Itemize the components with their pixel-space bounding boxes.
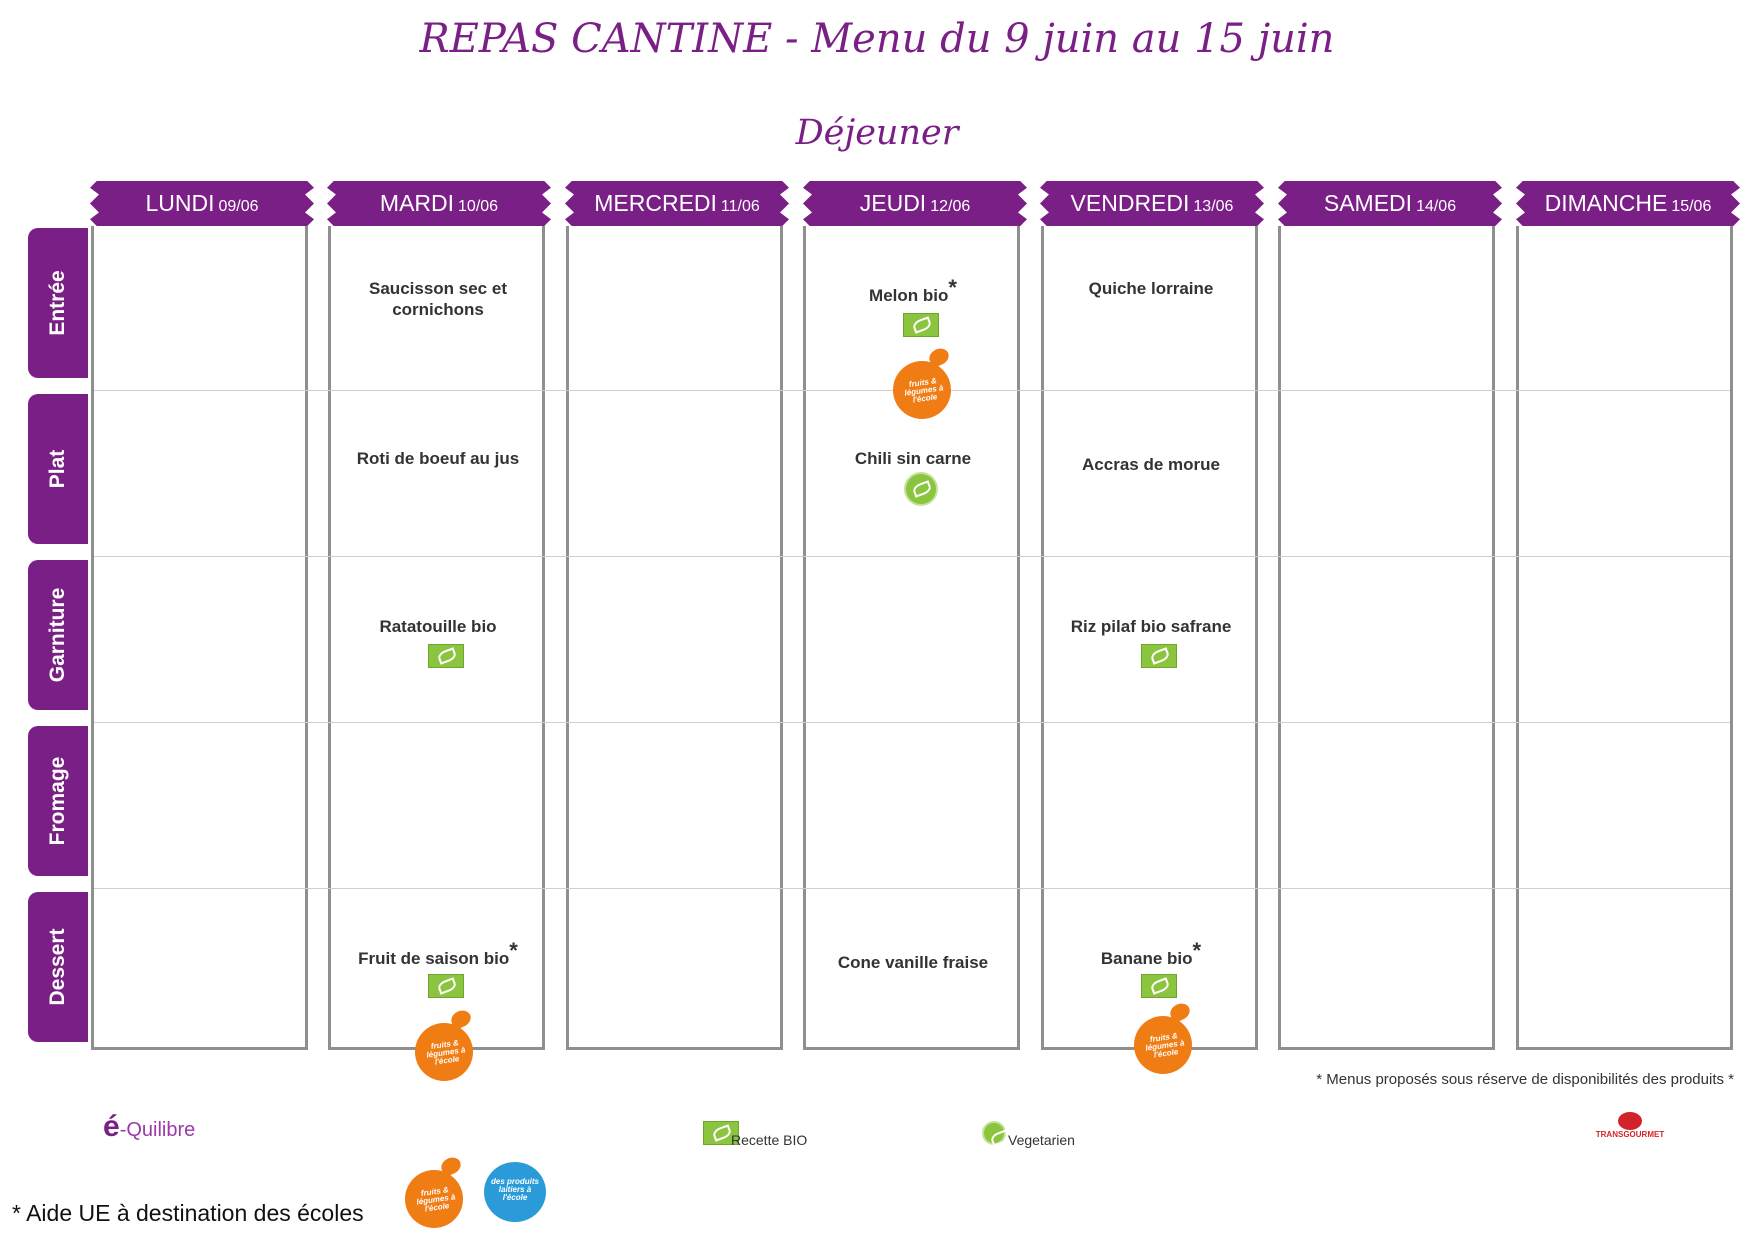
row-separator: [94, 888, 1730, 889]
day-date: 15/06: [1671, 198, 1712, 215]
dish-text: Melon bio: [869, 286, 949, 305]
day-header-mercredi: MERCREDI 11/06: [565, 181, 789, 226]
equilibre-logo: é-Quilibre: [103, 1110, 195, 1144]
dish-vendredi-plat: Accras de morue: [1082, 455, 1220, 474]
row-label-fromage: Fromage: [28, 726, 88, 876]
day-header-samedi: SAMEDI 14/06: [1278, 181, 1502, 226]
asterisk: *: [1192, 938, 1202, 963]
day-column-lundi: [91, 226, 308, 1050]
equilibre-logo-mark: é: [103, 1110, 120, 1143]
asterisk: *: [948, 275, 957, 300]
dish-mardi-entree: Saucisson sec et cornichons: [369, 279, 507, 319]
bio-leaf-icon: [428, 974, 464, 998]
day-header-vendredi: VENDREDI 13/06: [1040, 181, 1264, 226]
day-name: MARDI: [379, 190, 455, 216]
fruits-legumes-text: fruits & légumes à l'école: [425, 1038, 466, 1067]
eu-aid-note: * Aide UE à destination des écoles: [12, 1200, 364, 1226]
bio-leaf-icon: [903, 313, 939, 337]
day-date: 09/06: [218, 198, 259, 215]
equilibre-logo-text: -Quilibre: [119, 1119, 196, 1141]
row-separator: [94, 556, 1730, 557]
transgourmet-mark-icon: [1618, 1112, 1642, 1130]
legend-veg-label: Vegetarien: [1008, 1132, 1075, 1148]
day-header-jeudi: JEUDI 12/06: [803, 181, 1027, 226]
row-label-text: Dessert: [46, 928, 69, 1006]
row-label-plat: Plat: [28, 394, 88, 544]
day-column-mardi: [328, 226, 545, 1050]
fruits-legumes-text: fruits & légumes à l'école: [903, 376, 944, 405]
bio-leaf-icon: [1141, 974, 1177, 998]
day-date: 10/06: [458, 198, 499, 215]
dish-mardi-garniture: Ratatouille bio: [379, 617, 497, 636]
fruits-legumes-logo: fruits & légumes à l'école: [405, 1170, 463, 1228]
vegetarian-icon: [982, 1121, 1006, 1145]
vegetarian-icon: [904, 472, 938, 506]
row-separator: [94, 722, 1730, 723]
dish-jeudi-plat: Chili sin carne: [854, 449, 972, 468]
day-date: 11/06: [720, 198, 760, 215]
bio-leaf-icon: [428, 644, 464, 668]
dish-vendredi-garniture: Riz pilaf bio safrane: [1070, 617, 1232, 636]
day-name: VENDREDI: [1070, 190, 1190, 216]
produits-laitiers-text: des produits laitiers à l'école: [490, 1177, 539, 1202]
day-header-lundi: LUNDI 09/06: [90, 181, 314, 226]
dish-text: Fruit de saison bio: [358, 949, 510, 968]
dish-mardi-dessert: Fruit de saison bio*: [331, 940, 545, 969]
day-name: DIMANCHE: [1544, 190, 1668, 216]
fruits-legumes-logo: fruits & légumes à l'école: [415, 1023, 473, 1081]
produits-laitiers-logo: des produits laitiers à l'école: [484, 1162, 546, 1222]
row-label-dessert: Dessert: [28, 892, 88, 1042]
day-header-dimanche: DIMANCHE 15/06: [1516, 181, 1740, 226]
dish-mardi-plat: Roti de boeuf au jus: [356, 449, 520, 468]
dish-text: Banane bio: [1100, 949, 1193, 968]
fruits-legumes-text: fruits & légumes à l'école: [1144, 1031, 1185, 1060]
fruits-legumes-logo: fruits & légumes à l'école: [1134, 1016, 1192, 1074]
day-date: 13/06: [1193, 198, 1234, 215]
day-column-dimanche: [1516, 226, 1733, 1050]
fruits-legumes-text: fruits & légumes à l'école: [415, 1185, 456, 1214]
dish-jeudi-entree: Melon bio*: [806, 277, 1020, 306]
row-label-text: Garniture: [46, 587, 69, 683]
day-name: SAMEDI: [1323, 190, 1413, 216]
page-title: REPAS CANTINE - Menu du 9 juin au 15 jui…: [419, 16, 1335, 62]
bio-leaf-icon: [1141, 644, 1177, 668]
day-name: LUNDI: [145, 190, 215, 216]
dish-vendredi-entree: Quiche lorraine: [1088, 279, 1214, 298]
day-date: 12/06: [930, 198, 971, 215]
row-label-text: Entrée: [46, 270, 69, 336]
day-column-vendredi: [1041, 226, 1258, 1050]
row-label-text: Fromage: [46, 756, 69, 846]
asterisk: *: [509, 938, 518, 963]
day-name: MERCREDI: [594, 190, 717, 216]
meal-subtitle: Déjeuner: [795, 113, 959, 153]
bio-leaf-icon: [703, 1121, 739, 1145]
row-label-entree: Entrée: [28, 228, 88, 378]
availability-note: * Menus proposés sous réserve de disponi…: [1316, 1071, 1734, 1088]
transgourmet-logo: TRANSGOURMET: [1590, 1112, 1670, 1139]
row-label-text: Plat: [46, 449, 69, 489]
day-date: 14/06: [1416, 198, 1457, 215]
dish-jeudi-dessert: Cone vanille fraise: [837, 953, 989, 972]
row-label-garniture: Garniture: [28, 560, 88, 710]
legend-bio-label: Recette BIO: [731, 1132, 808, 1148]
day-name: JEUDI: [859, 190, 927, 216]
transgourmet-text: TRANSGOURMET: [1595, 1130, 1665, 1139]
day-column-samedi: [1278, 226, 1495, 1050]
dish-vendredi-dessert: Banane bio*: [1044, 940, 1258, 969]
day-column-mercredi: [566, 226, 783, 1050]
fruits-legumes-logo: fruits & légumes à l'école: [893, 361, 951, 419]
day-column-jeudi: [803, 226, 1020, 1050]
day-header-mardi: MARDI 10/06: [327, 181, 551, 226]
